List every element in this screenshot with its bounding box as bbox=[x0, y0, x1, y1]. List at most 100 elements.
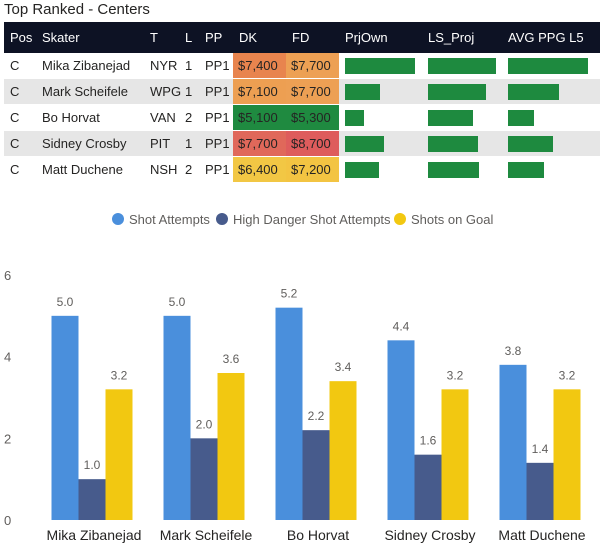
data-label: 3.2 bbox=[559, 368, 576, 382]
bar-shot-attempts[interactable] bbox=[51, 315, 79, 520]
prjown-bar-cell bbox=[339, 78, 422, 105]
cell-dk-salary: $5,100 bbox=[233, 104, 286, 131]
cell-dk-salary: $7,700 bbox=[233, 130, 286, 157]
centers-table[interactable]: Pos Skater T L PP DK FD PrjOwn LS_Proj A… bbox=[4, 22, 600, 183]
cell-team: VAN bbox=[144, 104, 179, 131]
prjown-bar bbox=[345, 161, 379, 178]
avg-ppg-bar bbox=[508, 83, 559, 100]
col-header-team[interactable]: T bbox=[144, 22, 179, 53]
cell-fd-salary: $8,700 bbox=[286, 130, 339, 157]
bar-shot-attempts[interactable] bbox=[275, 307, 303, 520]
cell-skater: Mika Zibanejad bbox=[36, 53, 144, 79]
ls-proj-bar bbox=[428, 83, 486, 100]
cell-fd-salary: $5,300 bbox=[286, 104, 339, 131]
avg-ppg-bar-cell bbox=[502, 104, 600, 131]
legend-label[interactable]: Shots on Goal bbox=[411, 212, 493, 227]
ls-proj-bar bbox=[428, 135, 478, 152]
avg-ppg-bar-cell bbox=[502, 130, 600, 157]
col-header-ls-proj[interactable]: LS_Proj bbox=[422, 22, 502, 53]
avg-ppg-bar-cell bbox=[502, 156, 600, 183]
bar-high-danger-shot-attempts[interactable] bbox=[190, 438, 218, 520]
bar-shot-attempts[interactable] bbox=[163, 315, 191, 520]
bar-shot-attempts[interactable] bbox=[387, 340, 415, 520]
table-row[interactable]: C Mark Scheifele WPG 1 PP1 $7,100 $7,700 bbox=[4, 78, 600, 105]
bar-high-danger-shot-attempts[interactable] bbox=[78, 479, 106, 520]
col-header-avg-ppg[interactable]: AVG PPG L5 bbox=[502, 22, 600, 53]
cell-pp: PP1 bbox=[199, 78, 233, 105]
data-label: 2.0 bbox=[196, 417, 213, 431]
avg-ppg-bar bbox=[508, 109, 534, 126]
cell-team: NSH bbox=[144, 156, 179, 183]
cell-pos: C bbox=[4, 130, 36, 157]
ls-proj-bar-cell bbox=[422, 104, 502, 131]
col-header-pos[interactable]: Pos bbox=[4, 22, 36, 53]
col-header-line[interactable]: L bbox=[179, 22, 199, 53]
bar-shots-on-goal[interactable] bbox=[553, 389, 581, 520]
data-label: 3.8 bbox=[505, 344, 522, 358]
prjown-bar bbox=[345, 135, 384, 152]
prjown-bar bbox=[345, 57, 415, 74]
y-tick-label: 0 bbox=[4, 513, 11, 528]
cell-pos: C bbox=[4, 104, 36, 131]
col-header-prjown[interactable]: PrjOwn bbox=[339, 22, 422, 53]
cell-pp: PP1 bbox=[199, 156, 233, 183]
col-header-pp[interactable]: PP bbox=[199, 22, 233, 53]
x-tick-label: Bo Horvat bbox=[287, 527, 349, 543]
cell-team: PIT bbox=[144, 130, 179, 157]
ls-proj-bar bbox=[428, 57, 496, 74]
cell-pos: C bbox=[4, 78, 36, 105]
cell-pp: PP1 bbox=[199, 104, 233, 131]
legend-label[interactable]: High Danger Shot Attempts bbox=[233, 212, 391, 227]
avg-ppg-bar-cell bbox=[502, 53, 600, 79]
col-header-fd[interactable]: FD bbox=[286, 22, 339, 53]
cell-dk-salary: $7,100 bbox=[233, 78, 286, 105]
data-label: 3.2 bbox=[447, 368, 464, 382]
table-row[interactable]: C Sidney Crosby PIT 1 PP1 $7,700 $8,700 bbox=[4, 130, 600, 157]
avg-ppg-bar-cell bbox=[502, 78, 600, 105]
data-label: 1.0 bbox=[84, 458, 101, 472]
bar-high-danger-shot-attempts[interactable] bbox=[414, 454, 442, 520]
bar-high-danger-shot-attempts[interactable] bbox=[302, 430, 330, 520]
bar-shot-attempts[interactable] bbox=[499, 364, 527, 520]
cell-skater: Mark Scheifele bbox=[36, 78, 144, 105]
y-tick-label: 6 bbox=[4, 268, 11, 283]
x-tick-label: Mika Zibanejad bbox=[47, 527, 142, 543]
table-row[interactable]: C Bo Horvat VAN 2 PP1 $5,100 $5,300 bbox=[4, 104, 600, 131]
bar-shots-on-goal[interactable] bbox=[441, 389, 469, 520]
col-header-skater[interactable]: Skater bbox=[36, 22, 144, 53]
col-header-dk[interactable]: DK bbox=[233, 22, 286, 53]
cell-skater: Bo Horvat bbox=[36, 104, 144, 131]
legend-label[interactable]: Shot Attempts bbox=[129, 212, 210, 227]
table-row[interactable]: C Mika Zibanejad NYR 1 PP1 $7,400 $7,700 bbox=[4, 53, 600, 79]
legend-marker[interactable] bbox=[216, 213, 228, 225]
prjown-bar bbox=[345, 109, 364, 126]
cell-line: 2 bbox=[179, 156, 199, 183]
bar-shots-on-goal[interactable] bbox=[217, 373, 245, 520]
legend-marker[interactable] bbox=[112, 213, 124, 225]
bar-shots-on-goal[interactable] bbox=[329, 381, 357, 520]
shots-bar-chart: Shot Attempts High Danger Shot Attempts Sh… bbox=[4, 212, 586, 543]
data-label: 1.4 bbox=[532, 442, 549, 456]
ls-proj-bar-cell bbox=[422, 156, 502, 183]
cell-dk-salary: $6,400 bbox=[233, 156, 286, 183]
data-label: 5.0 bbox=[169, 295, 186, 309]
prjown-bar-cell bbox=[339, 53, 422, 79]
y-tick-label: 4 bbox=[4, 350, 11, 365]
bar-shots-on-goal[interactable] bbox=[105, 389, 133, 520]
prjown-bar-cell bbox=[339, 156, 422, 183]
cell-fd-salary: $7,200 bbox=[286, 156, 339, 183]
cell-team: WPG bbox=[144, 78, 181, 105]
x-tick-label: Mark Scheifele bbox=[160, 527, 253, 543]
legend-marker[interactable] bbox=[394, 213, 406, 225]
bar-high-danger-shot-attempts[interactable] bbox=[526, 462, 554, 520]
avg-ppg-bar bbox=[508, 135, 553, 152]
x-tick-label: Sidney Crosby bbox=[384, 527, 475, 543]
data-label: 4.4 bbox=[393, 319, 410, 333]
cell-line: 1 bbox=[179, 130, 199, 157]
ls-proj-bar-cell bbox=[422, 53, 502, 79]
prjown-bar-cell bbox=[339, 104, 422, 131]
cell-pp: PP1 bbox=[199, 130, 233, 157]
table-row[interactable]: C Matt Duchene NSH 2 PP1 $6,400 $7,200 bbox=[4, 156, 600, 183]
cell-pos: C bbox=[4, 156, 36, 183]
data-label: 1.6 bbox=[420, 434, 437, 448]
